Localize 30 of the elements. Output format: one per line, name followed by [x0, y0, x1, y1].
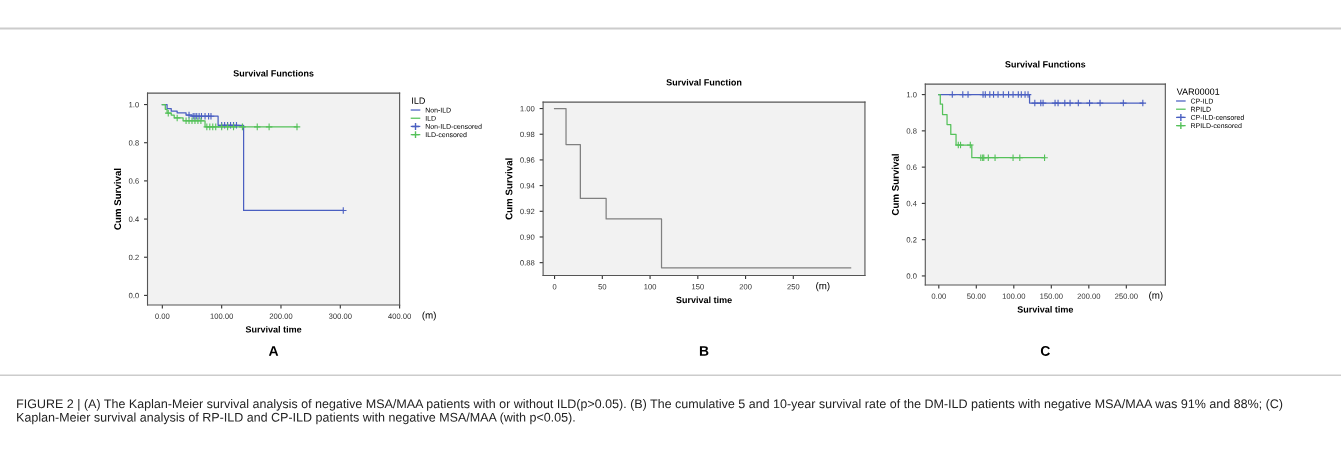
point — [1009, 153, 1017, 162]
point — [1009, 90, 1017, 99]
y-axis-title: Cum Survival — [505, 158, 513, 220]
point — [994, 90, 1002, 99]
point — [966, 141, 975, 149]
x-axis-title: Survival time — [245, 325, 302, 333]
text: (m) — [816, 282, 830, 292]
text: A — [268, 346, 279, 356]
text: (m) — [422, 311, 436, 321]
chart-title: Survival Functions — [1005, 60, 1086, 68]
point — [185, 111, 193, 119]
y-axis-title: Cum Survival — [113, 168, 122, 230]
legend-title: ILD — [412, 97, 425, 104]
point — [984, 153, 993, 162]
point — [964, 90, 972, 99]
text: (m) — [1149, 291, 1163, 301]
y-axis-title: Cum Survival — [891, 154, 899, 216]
point — [991, 153, 999, 162]
chart-title: Survival Function — [666, 78, 742, 86]
x-axis-title: Survival time — [676, 296, 732, 304]
point — [293, 123, 301, 131]
text: C — [1040, 346, 1050, 356]
chart-title: Survival Functions — [233, 69, 314, 77]
caption: FIGURE 2 | (A) The Kaplan-Meier survival analysis of negative MSA/MAA patients with or without ILD(p>0.05). (B) The cumulative 5 and 10-year survival rate of the DM-ILD patients with negative MSA/MAA was 91% and 88%; (C) Kaplan-Meier survival analysis of RP-ILD and CP-ILD patients with negative MSA/MAA (with p<0.05). — [17, 399, 1283, 425]
legend-title: VAR00001 — [1176, 88, 1220, 95]
x-axis-title: Survival time — [1017, 306, 1074, 313]
point — [201, 112, 209, 121]
point — [948, 90, 957, 99]
text: B — [699, 346, 709, 356]
point — [1040, 153, 1049, 162]
